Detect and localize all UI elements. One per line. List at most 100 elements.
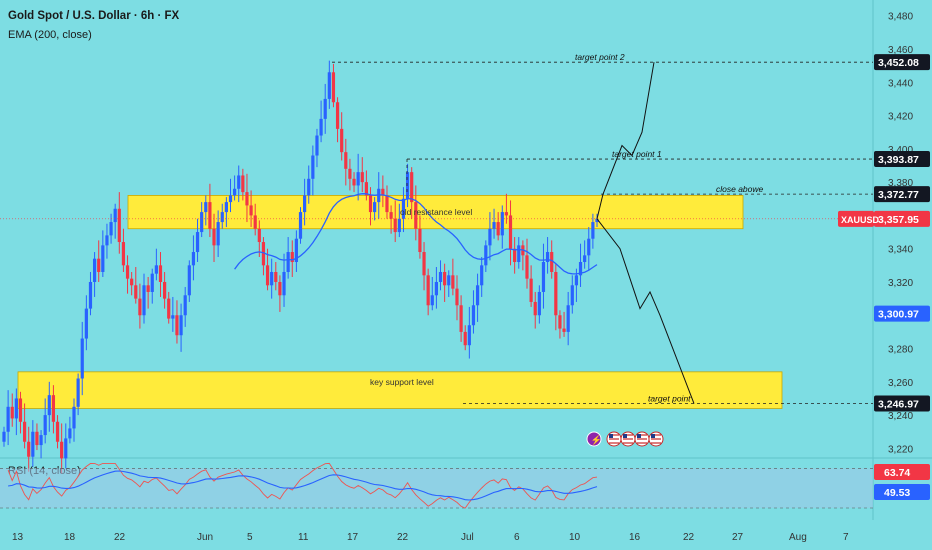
candle-body [290, 252, 294, 263]
y-tick-label: 3,460 [888, 45, 913, 56]
candle-body [237, 175, 241, 189]
price-tag [874, 395, 930, 412]
candle-body [208, 202, 212, 229]
candle-body [270, 271, 274, 286]
candle-body [249, 205, 253, 216]
candle-body [570, 285, 574, 306]
candle-body [18, 398, 23, 422]
y-tick-label: 3,420 [888, 112, 913, 123]
annotation-label: target point 2 [575, 52, 625, 62]
candle-body [220, 212, 224, 223]
candle-body [397, 218, 401, 233]
zone-resistance [127, 195, 744, 230]
candle-body [14, 398, 18, 419]
candle-body [537, 291, 541, 316]
us-flag-icon [648, 431, 664, 447]
candle-body [517, 245, 521, 263]
candle-body [368, 195, 373, 213]
candle-body [348, 168, 352, 179]
candle-body [109, 222, 113, 236]
candle-body [265, 265, 270, 286]
candle-body [352, 178, 356, 186]
x-tick-label: 10 [569, 532, 581, 543]
rsi-value-label: 63.74 [884, 467, 910, 479]
candle-body [35, 431, 39, 446]
x-tick-label: 18 [64, 532, 76, 543]
candle-body [331, 72, 336, 103]
y-tick-label: 3,380 [888, 178, 913, 189]
flag-canton [609, 434, 613, 438]
candle-body [278, 281, 282, 296]
candle-body [360, 172, 364, 183]
y-tick-label: 3,340 [888, 245, 913, 256]
x-tick-label: 22 [683, 532, 695, 543]
candle-body [401, 198, 406, 219]
x-tick-label: 22 [114, 532, 126, 543]
candle-body [113, 208, 117, 223]
symbol-title[interactable]: Gold Spot / U.S. Dollar · 6h · FX [8, 10, 180, 22]
candle-body [533, 301, 537, 316]
zone-label: key support level [370, 377, 434, 387]
candle-body [31, 431, 35, 457]
flag-canton [637, 434, 641, 438]
candle-body [138, 298, 142, 316]
projection-down-path [596, 218, 695, 404]
price-tag [874, 210, 930, 227]
rsi-value-tag [874, 464, 930, 480]
y-tick-label: 3,280 [888, 345, 913, 356]
candle-body [47, 395, 51, 416]
candle-body [43, 415, 47, 436]
candle-body [274, 271, 278, 282]
y-tick-label: 3,480 [888, 12, 913, 23]
x-tick-label: Aug [789, 532, 807, 543]
y-tick-label: 3,320 [888, 278, 913, 289]
candle-body [327, 72, 331, 99]
flag-canton [651, 434, 655, 438]
candle-body [233, 188, 237, 196]
price-tag-label: 3,393.87 [878, 154, 919, 166]
symbol-tag-label: XAUUSD [841, 215, 880, 225]
price-tag [874, 54, 930, 71]
candle-body [455, 288, 459, 306]
y-tick-label: 3,220 [888, 444, 913, 455]
candle-body [253, 215, 257, 229]
annotation-label: target point [648, 394, 691, 404]
candle-body [191, 252, 196, 266]
y-tick-label: 3,440 [888, 78, 913, 89]
candle-body [51, 395, 56, 422]
candle-body [508, 215, 513, 249]
ema-legend[interactable]: EMA (200, close) [8, 29, 92, 41]
candle-body [529, 278, 533, 302]
y-tick-label: 3,240 [888, 411, 913, 422]
candle-body [541, 262, 546, 292]
rsi-line [7, 462, 598, 509]
candle-body [212, 228, 216, 246]
x-tick-label: 7 [843, 532, 849, 543]
us-flag-icon [634, 431, 650, 447]
candle-body [183, 295, 187, 316]
candle-body [224, 202, 228, 213]
candles-group [2, 60, 599, 474]
y-tick-label: 3,400 [888, 145, 913, 156]
x-tick-label: 22 [397, 532, 409, 543]
candle-body [344, 152, 348, 169]
candle-body [405, 172, 410, 199]
candle-body [323, 98, 327, 119]
candle-body [315, 135, 319, 156]
candle-body [373, 202, 377, 213]
candle-body [241, 175, 245, 193]
ema-line [234, 193, 598, 275]
candle-body [64, 438, 68, 459]
x-tick-label: 5 [247, 532, 253, 543]
candle-body [496, 222, 500, 236]
price-tag [874, 151, 930, 168]
candle-body [200, 212, 204, 233]
candle-body [286, 252, 290, 272]
candle-body [587, 238, 591, 256]
candle-body [389, 212, 393, 219]
candle-body [187, 265, 191, 296]
candle-body [475, 285, 480, 306]
lightning-icon [586, 431, 602, 447]
candle-body [80, 338, 84, 379]
